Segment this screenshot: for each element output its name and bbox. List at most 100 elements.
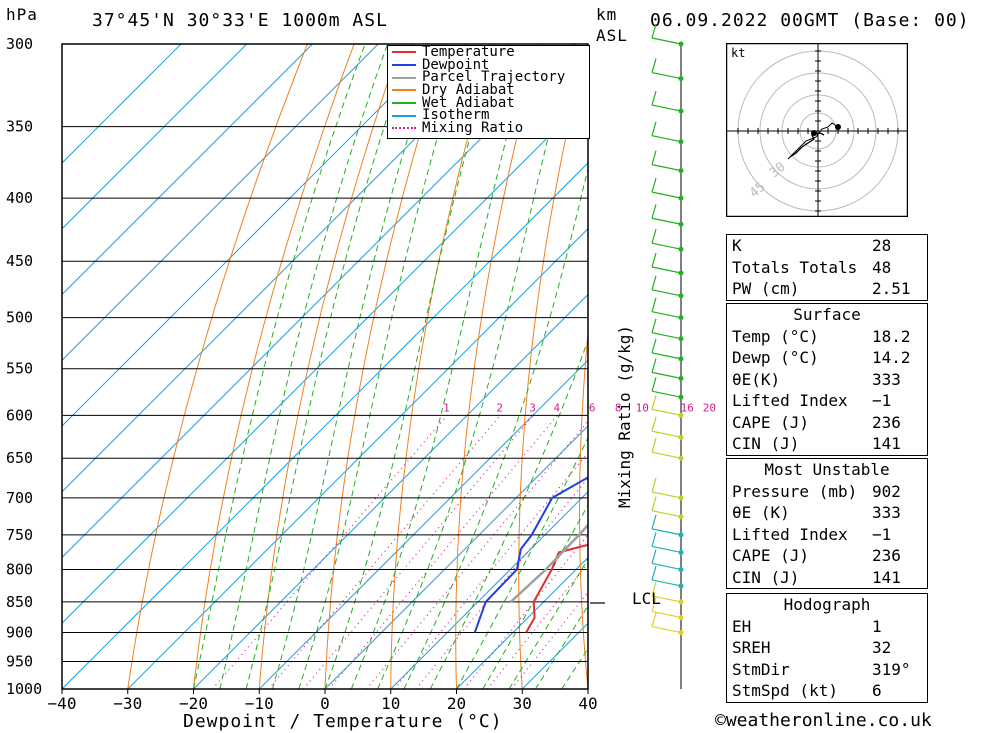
wind-barb-dot [678,514,684,520]
panel-row: K 28 [727,235,927,257]
dry-adiabat-line [696,44,727,689]
wind-barb-dot [678,630,684,636]
panel-key: Totals Totals [732,257,858,277]
wind-barb [651,191,682,199]
panel-key: SREH [732,638,771,658]
mixing-ratio-label: 16 [681,401,694,414]
wind-barb [651,510,682,518]
legend-swatch [392,114,416,117]
wind-barb-dot [678,375,684,381]
indices-panel: K 28 Totals Totals 48 PW (cm) 2.51 [726,234,928,301]
panel-title: Most Unstable [764,460,890,479]
legend-item: Isotherm [388,109,589,122]
wind-barb-dot [678,495,684,501]
panel-key: θE(K) [732,369,781,389]
panel-row: Lifted Index −1 [727,524,927,546]
series-temperature [525,543,588,634]
hodograph-trace [787,122,839,160]
wind-barb-flag [651,549,657,564]
mixing-ratio-label: 2 [496,401,503,414]
panel-value: 319° [872,659,911,679]
wet-adiabat-line [193,44,366,689]
wind-barb [651,371,682,379]
panel-key: CIN (J) [732,567,800,587]
wind-barb-flag [651,297,657,312]
wind-barb-flag [651,318,657,333]
panel-value: 2.51 [872,279,911,299]
legend-label: Temperature [422,44,515,60]
isotherm-line [456,556,588,689]
isotherm-line [324,425,588,689]
wet-adiabat-line [245,44,412,689]
x-axis-title: Dewpoint / Temperature (°C) [183,711,503,732]
x-tick-label: −10 [245,694,274,713]
panel-value: 32 [872,638,892,658]
panel-row: PW (cm) 2.51 [727,278,927,300]
panel-key: CAPE (J) [732,546,810,566]
wind-barb [651,610,682,619]
isotherm-line [62,44,511,493]
wind-barb-dot [678,108,684,114]
isotherm-line [62,44,576,559]
wind-barb-dot [678,394,684,400]
wind-barb [651,104,682,112]
wind-barb [651,625,682,634]
isotherm-line [62,44,182,164]
wind-barb [651,408,682,416]
legend-swatch [392,76,416,79]
wind-barb [651,451,682,459]
wind-barb-dot [678,221,684,227]
wind-barb-flag [651,581,657,597]
wind-barb [651,332,682,340]
wind-barb-dot [678,614,684,620]
pressure-tick-label: 300 [6,35,33,53]
pressure-tick-label: 400 [6,189,33,207]
wind-barb-flag [651,23,657,39]
panel-row: EH 1 [727,616,927,638]
mixing-ratio-label: 10 [636,401,649,414]
wind-barb [651,545,682,554]
legend-label: Parcel Trajectory [422,69,566,86]
mixing-ratio-label: 8 [615,401,622,414]
panel-key: K [732,236,742,256]
wind-barb [651,311,682,319]
pressure-tick-label: 1000 [6,680,42,698]
wind-barb-dot [678,599,684,605]
wind-barb-flag [651,377,657,392]
wind-barb-dot [678,315,684,321]
panel-value: 902 [872,481,901,501]
wind-barb-dot [678,270,684,276]
panel-key: PW (cm) [732,279,800,299]
legend-label: Isotherm [422,107,490,124]
panel-key: StmSpd (kt) [732,681,838,701]
isotherm-line [258,359,588,689]
chart-legend: Temperature Dewpoint Parcel Trajectory D… [387,45,590,139]
wind-barb [651,135,682,143]
series-parcel-trajectory [509,523,588,603]
legend-item: Dewpoint [388,58,589,72]
wind-barb-flag [651,438,657,453]
wind-barb-flag [651,395,657,410]
hodograph-panel: Hodograph EH 1 SREH 32 StmDir 319° StmSp… [726,593,928,703]
legend-swatch [392,64,416,67]
series-dewpoint [473,476,588,633]
lcl-label: LCL [632,589,661,608]
panel-value: 141 [872,567,901,587]
wind-barb [651,491,682,499]
x-tick-label: 10 [381,694,400,713]
mixing-ratio-line [393,451,588,689]
wind-barb-dot [678,532,684,538]
legend-swatch [392,51,416,54]
wind-barb [651,430,682,438]
wind-barb [651,390,682,398]
dry-adiabat-line [127,44,308,689]
wind-barb-dot [678,356,684,362]
panel-key: EH [732,616,752,636]
panel-row: Pressure (mb) 902 [727,481,927,503]
wet-adiabat-line [350,44,533,689]
pressure-tick-label: 550 [6,360,33,378]
wet-adiabat-line [377,44,573,689]
wind-barb-flag [651,252,657,268]
most-unstable-panel: Most Unstable Pressure (mb) 902 θE (K) 3… [726,458,928,589]
wind-barb [651,242,682,250]
